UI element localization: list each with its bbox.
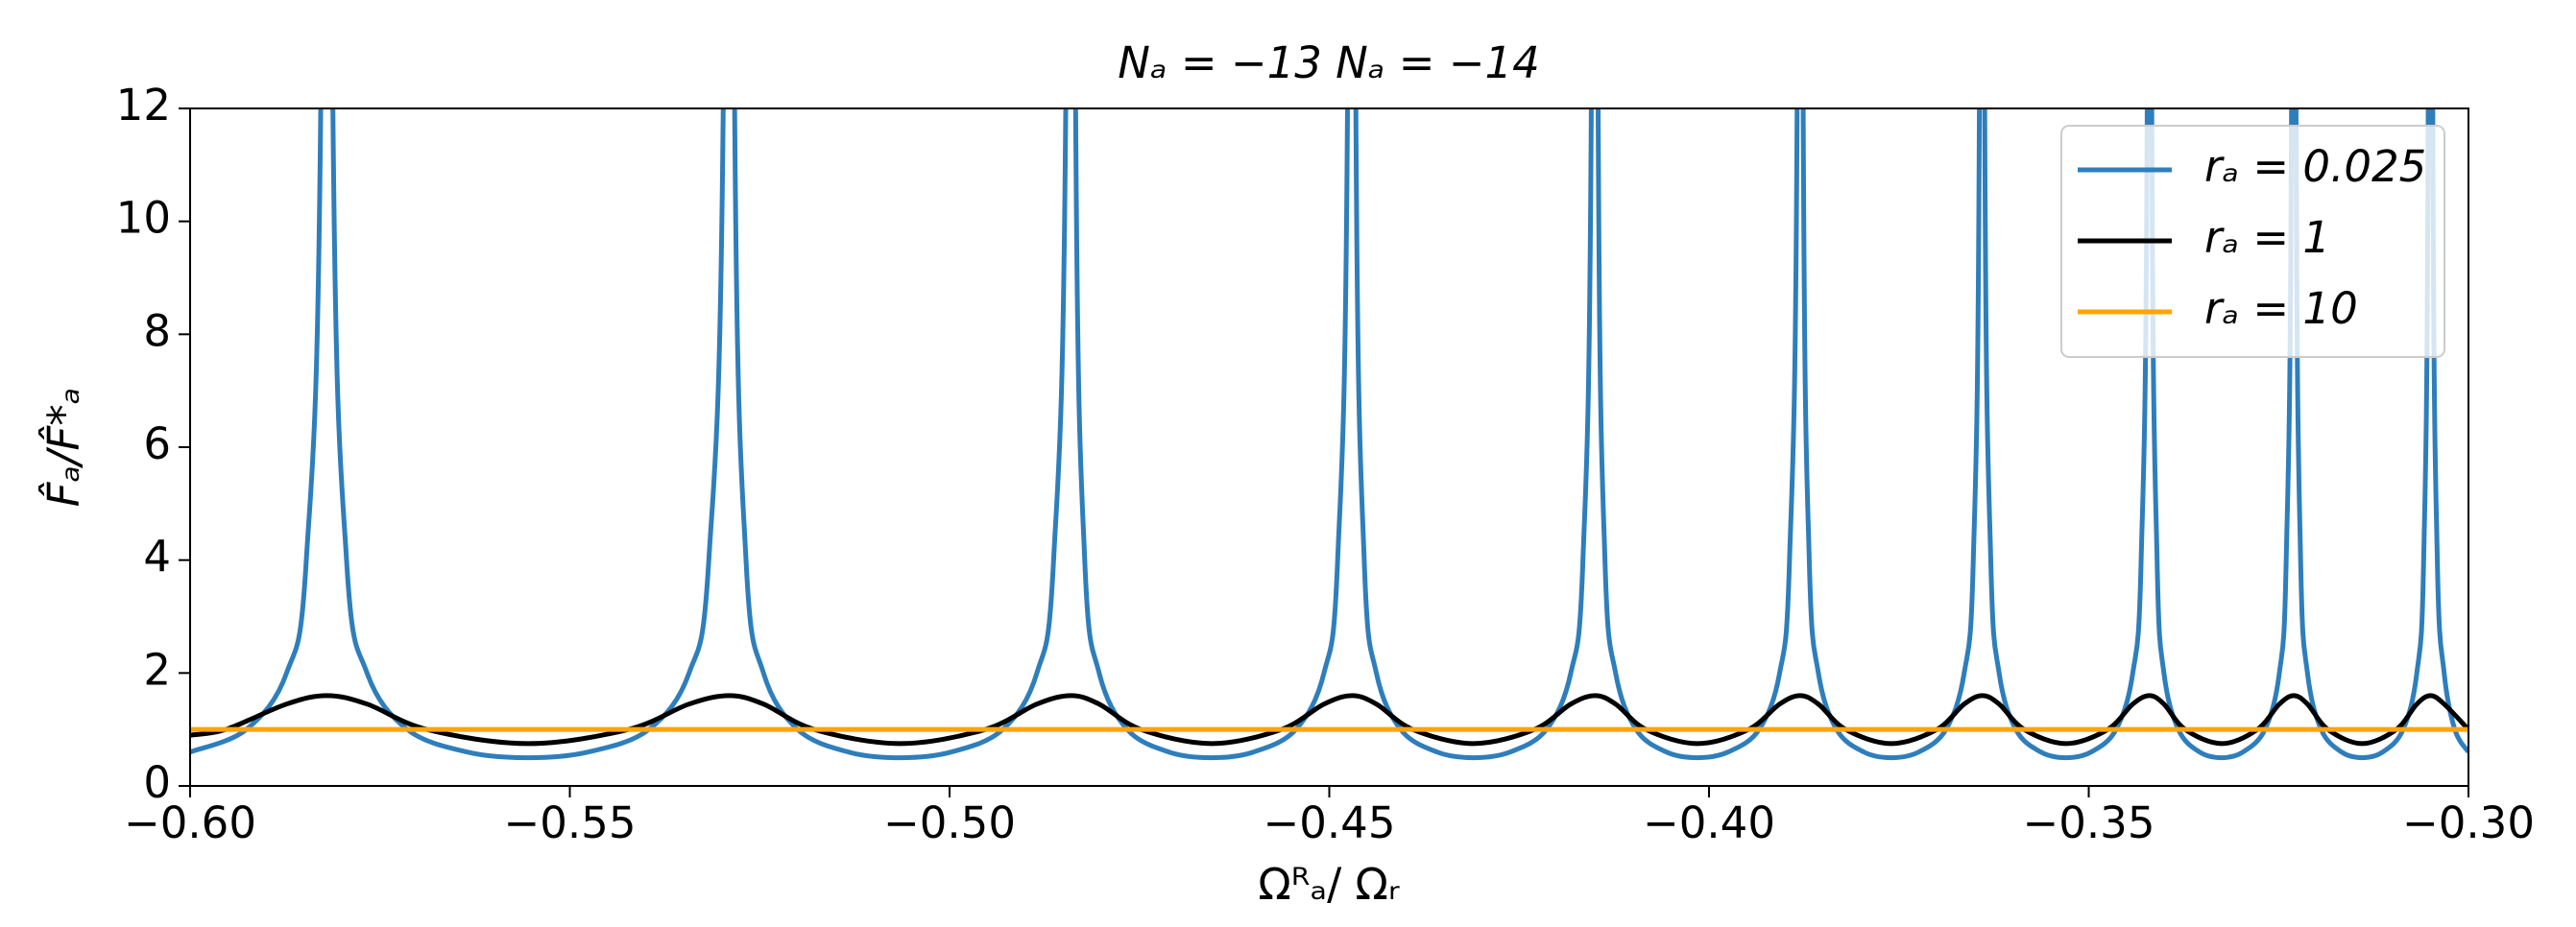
chart-title: Nₐ = −13 Nₐ = −14: [1118, 37, 1539, 88]
x-tick-label: −0.55: [504, 797, 637, 848]
y-tick-label: 2: [143, 644, 171, 695]
x-tick-label: −0.60: [124, 797, 256, 848]
y-axis-label: F̂ₐ/F̂*ₐ: [38, 388, 89, 508]
x-axis-label: Ωᴿₐ/ Ωᵣ: [1258, 859, 1400, 910]
legend-label: rₐ = 1: [2204, 212, 2330, 263]
y-tick-label: 8: [143, 305, 171, 356]
plot-frame: [189, 107, 2469, 787]
x-tick-label: −0.35: [2023, 797, 2155, 848]
legend-label: rₐ = 0.025: [2204, 141, 2426, 192]
legend-label: rₐ = 10: [2204, 283, 2358, 334]
x-tick-label: −0.30: [2402, 797, 2535, 848]
y-tick-label: 4: [143, 532, 171, 582]
y-tick-label: 12: [116, 80, 171, 131]
x-tick-label: −0.45: [1264, 797, 1396, 848]
x-tick-label: −0.40: [1643, 797, 1775, 848]
x-tick-label: −0.50: [883, 797, 1016, 848]
legend-box: [2060, 125, 2445, 358]
y-tick-label: 6: [143, 418, 171, 469]
y-tick-label: 0: [143, 757, 171, 808]
y-tick-label: 10: [116, 193, 171, 244]
